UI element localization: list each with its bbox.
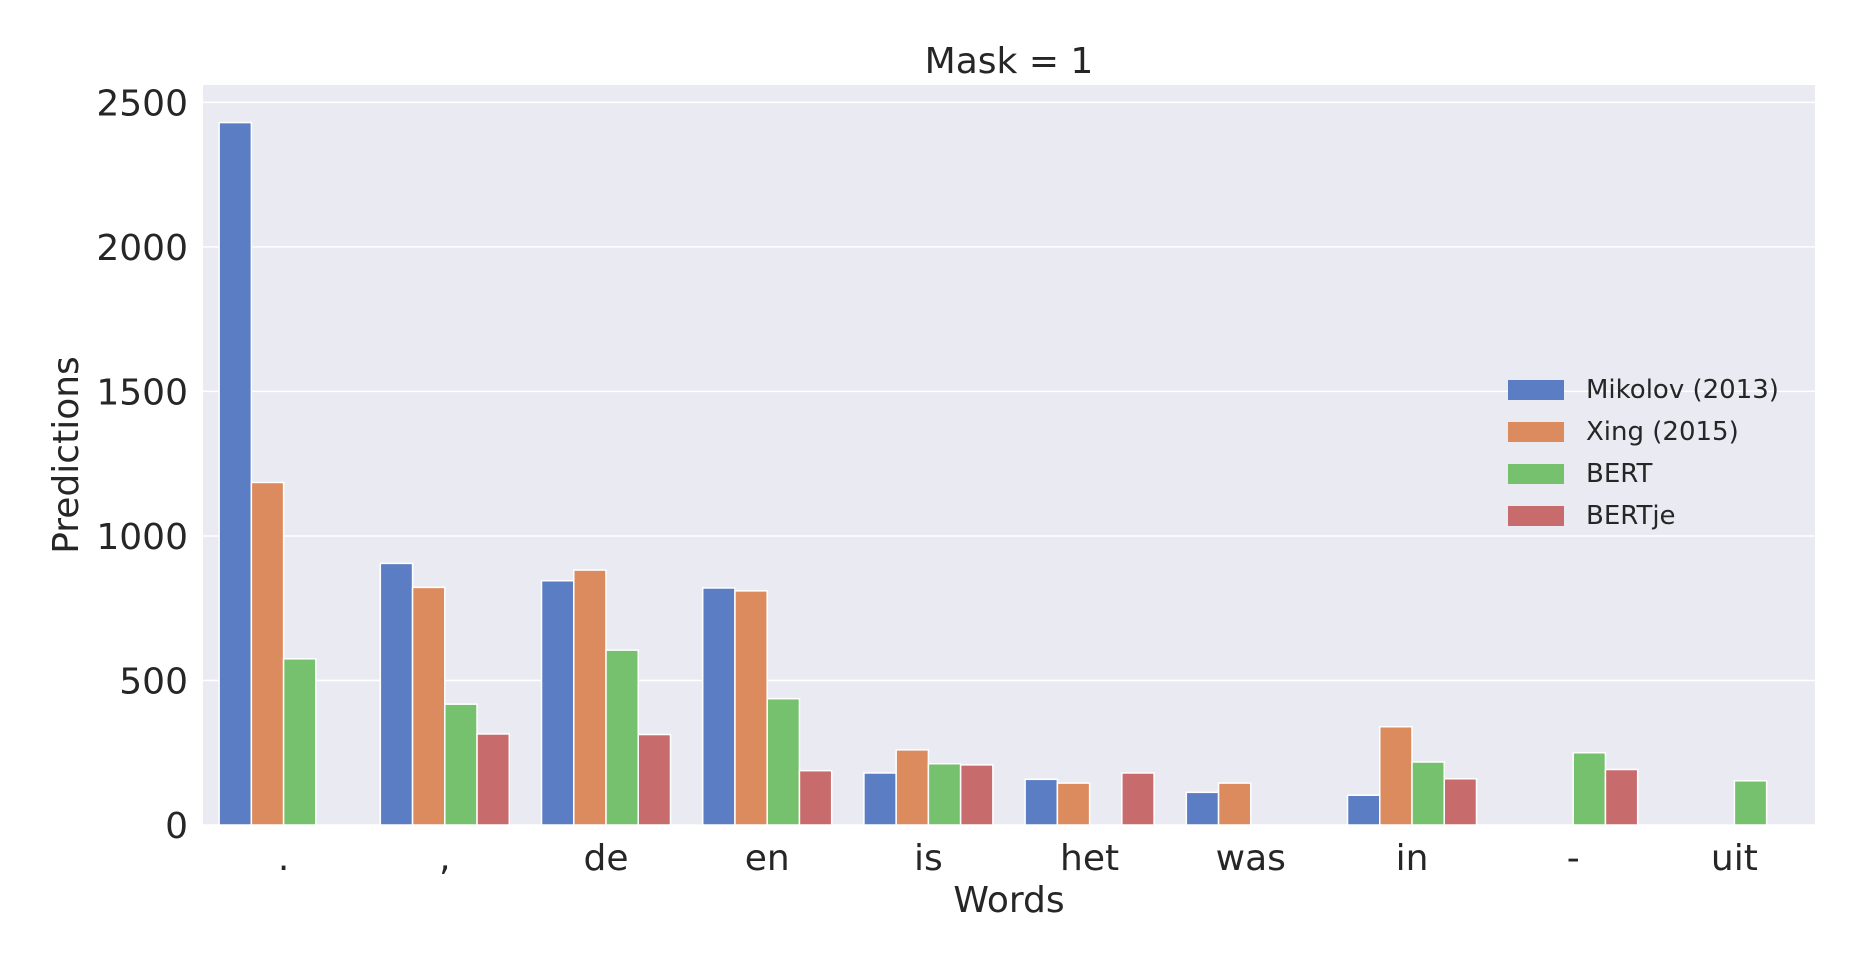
bar: [863, 772, 897, 826]
x-tick-label: het: [1060, 838, 1119, 879]
bar: [444, 703, 478, 826]
legend-swatch: [1508, 506, 1564, 526]
bar: [1733, 780, 1768, 826]
bar: [927, 762, 962, 826]
bar: [218, 121, 253, 826]
bar: [1572, 751, 1607, 826]
bar: [605, 649, 639, 826]
y-tick-label: 2000: [96, 228, 188, 269]
bar: [734, 590, 768, 826]
legend-label: Xing (2015): [1586, 417, 1739, 447]
chart-title: Mask = 1: [925, 41, 1094, 82]
bar: [1379, 725, 1413, 826]
legend-swatch: [1508, 464, 1564, 484]
bar: [1346, 794, 1381, 826]
y-tick-label: 2500: [96, 83, 188, 124]
bar: [766, 697, 801, 826]
legend-label: BERTje: [1586, 501, 1676, 531]
bar: [573, 569, 607, 826]
bar: [1024, 778, 1059, 826]
bar: [959, 764, 994, 826]
y-axis-label: Predictions: [46, 356, 87, 554]
bar: [540, 579, 575, 826]
x-axis-label: Words: [953, 880, 1064, 921]
y-tick-label: 1500: [96, 372, 188, 413]
plot-area: [203, 85, 1815, 825]
bar: [282, 658, 317, 826]
x-tick-labels: ., de en is het was in - uit: [278, 838, 1758, 879]
bar: [1056, 782, 1091, 826]
bar: [250, 481, 285, 826]
bars: [218, 121, 1768, 826]
x-tick-label: in: [1396, 838, 1429, 879]
bar: [1443, 778, 1478, 826]
legend-label: BERT: [1586, 459, 1652, 489]
x-tick-label: is: [914, 838, 943, 879]
x-tick-label: .: [278, 838, 289, 879]
bar: [1121, 772, 1155, 826]
bar: [1185, 791, 1220, 826]
legend-swatch: [1508, 422, 1564, 442]
x-tick-label: -: [1567, 838, 1580, 879]
x-tick-label: en: [745, 838, 790, 879]
bar: [895, 749, 930, 826]
y-tick-label: 500: [119, 661, 188, 702]
bar: [701, 587, 736, 826]
legend: Mikolov (2013) Xing (2015) BERT BERTje: [1508, 375, 1779, 531]
x-tick-label: uit: [1711, 838, 1758, 879]
y-tick-label: 1000: [96, 517, 188, 558]
bar: [476, 733, 511, 826]
legend-label: Mikolov (2013): [1586, 375, 1779, 405]
x-tick-label: was: [1216, 838, 1286, 879]
bar: [1604, 768, 1639, 826]
legend-swatch: [1508, 380, 1564, 400]
y-tick-labels: 0 500 1000 1500 2000 2500: [96, 83, 188, 847]
x-tick-label: ,: [439, 838, 450, 879]
bar: [1411, 761, 1445, 826]
x-tick-label: de: [584, 838, 629, 879]
bar: [1217, 782, 1252, 826]
bar: [379, 562, 414, 826]
bar: [798, 769, 833, 826]
y-tick-label: 0: [165, 806, 188, 847]
bar: [411, 586, 446, 826]
bar: [637, 733, 672, 826]
